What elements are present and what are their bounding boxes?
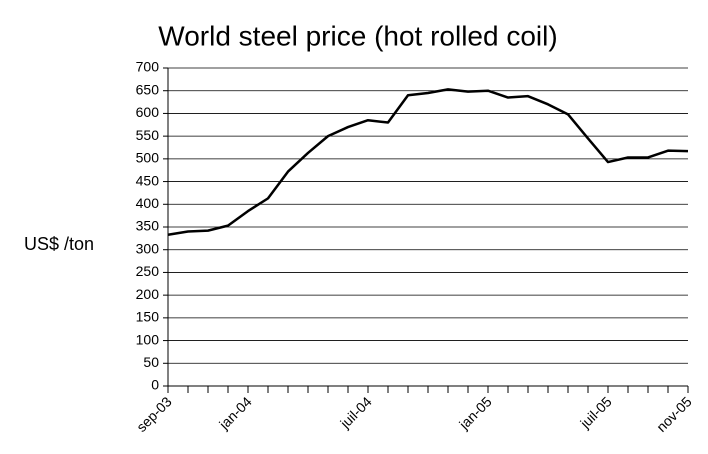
- y-tick-label: 450: [136, 172, 160, 188]
- x-tick-label: jan-04: [215, 393, 255, 433]
- x-tick-label: juil-05: [576, 393, 615, 432]
- y-tick-label: 500: [136, 150, 160, 166]
- y-tick-label: 600: [136, 104, 160, 120]
- chart-title: World steel price (hot rolled coil): [158, 20, 557, 51]
- x-tick-label: juil-04: [336, 393, 375, 432]
- y-tick-label: 100: [136, 331, 160, 347]
- line-series: [167, 88, 689, 236]
- y-tick-label: 200: [136, 286, 160, 302]
- x-tick-label: nov-05: [653, 393, 695, 435]
- y-tick-label: 700: [136, 59, 160, 75]
- y-tick-label: 50: [143, 354, 159, 370]
- y-tick-label: 0: [151, 377, 159, 393]
- y-tick-label: 350: [136, 218, 160, 234]
- y-tick-label: 250: [136, 263, 160, 279]
- y-tick-label: 300: [136, 240, 160, 256]
- y-axis-label: US$ /ton: [24, 234, 94, 254]
- y-tick-label: 650: [136, 81, 160, 97]
- y-tick-label: 550: [136, 127, 160, 143]
- x-tick-label: sep-03: [133, 393, 175, 435]
- x-tick-label: jan-05: [455, 393, 495, 433]
- y-tick-label: 150: [136, 309, 160, 325]
- y-tick-label: 400: [136, 195, 160, 211]
